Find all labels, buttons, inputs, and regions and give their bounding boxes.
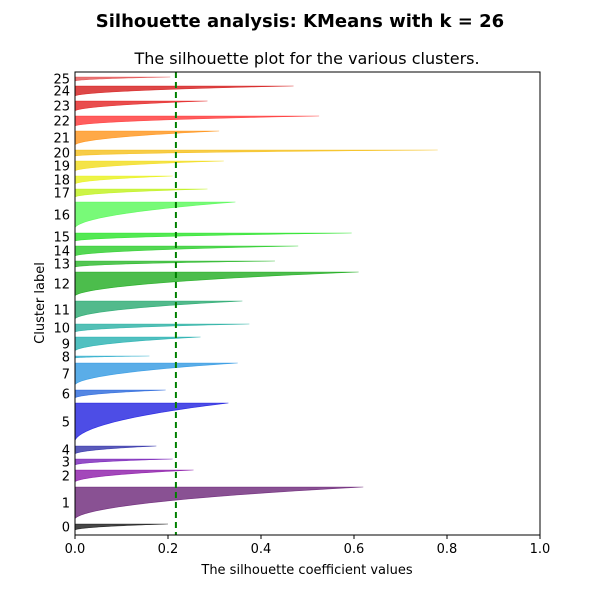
- cluster-silhouettes: [74, 76, 438, 531]
- cluster-22-silhouette: [74, 115, 320, 127]
- x-tick-label: 0.6: [344, 542, 365, 557]
- cluster-label-14: 14: [53, 245, 70, 260]
- cluster-label-23: 23: [53, 100, 70, 115]
- cluster-label-18: 18: [53, 174, 70, 189]
- x-axis-label: The silhouette coefficient values: [200, 563, 412, 578]
- cluster-12-silhouette: [74, 271, 359, 297]
- cluster-label-1: 1: [62, 497, 70, 512]
- cluster-15-silhouette: [74, 232, 352, 242]
- x-tick-label: 1.0: [530, 542, 551, 557]
- cluster-label-5: 5: [62, 416, 70, 431]
- cluster-label-13: 13: [53, 258, 70, 273]
- cluster-10-silhouette: [74, 323, 250, 333]
- cluster-16-silhouette: [74, 201, 236, 229]
- cluster-label-9: 9: [62, 338, 70, 353]
- x-tick-label: 0.8: [437, 542, 458, 557]
- cluster-0-silhouette: [74, 523, 169, 531]
- cluster-label-21: 21: [53, 132, 70, 147]
- cluster-3-silhouette: [74, 458, 173, 466]
- cluster-label-16: 16: [53, 209, 70, 224]
- chart-suptitle: Silhouette analysis: KMeans with k = 26: [96, 11, 504, 32]
- cluster-label-25: 25: [53, 73, 70, 88]
- y-axis-label: Cluster label: [33, 262, 48, 344]
- x-tick-label: 0.4: [251, 542, 272, 557]
- x-tick-label: 0.0: [65, 542, 86, 557]
- cluster-1-silhouette: [74, 486, 364, 520]
- cluster-label-22: 22: [53, 115, 70, 130]
- cluster-6-silhouette: [74, 389, 166, 399]
- x-tick-label: 0.2: [158, 542, 179, 557]
- cluster-2-silhouette: [74, 469, 194, 484]
- cluster-7-silhouette: [74, 362, 238, 386]
- cluster-4-silhouette: [74, 445, 157, 456]
- cluster-label-24: 24: [53, 85, 70, 100]
- cluster-label-8: 8: [62, 351, 70, 366]
- cluster-label-3: 3: [62, 456, 70, 471]
- cluster-5-silhouette: [74, 402, 229, 442]
- cluster-label-7: 7: [62, 368, 70, 383]
- cluster-label-2: 2: [62, 470, 70, 485]
- cluster-11-silhouette: [74, 300, 243, 321]
- cluster-label-12: 12: [53, 278, 70, 293]
- cluster-9-silhouette: [74, 336, 201, 352]
- cluster-label-20: 20: [53, 147, 70, 162]
- cluster-label-0: 0: [62, 521, 70, 536]
- cluster-25-silhouette: [74, 76, 171, 82]
- plot-frame: [74, 71, 541, 536]
- y-axis-ticks: 0123456789101112131415161718192021222324…: [53, 73, 70, 536]
- cluster-18-silhouette: [74, 175, 173, 185]
- x-axis-ticks: 0.0 0.2 0.4 0.6 0.8 1.0: [65, 535, 551, 557]
- cluster-24-silhouette: [74, 85, 294, 97]
- cluster-label-10: 10: [53, 322, 70, 337]
- cluster-label-17: 17: [53, 187, 70, 202]
- cluster-19-silhouette: [74, 160, 224, 172]
- cluster-13-silhouette: [74, 260, 275, 268]
- cluster-label-15: 15: [53, 231, 70, 246]
- chart-title: The silhouette plot for the various clus…: [133, 49, 479, 68]
- cluster-8-silhouette: [74, 355, 150, 359]
- cluster-label-19: 19: [53, 160, 70, 175]
- cluster-14-silhouette: [74, 245, 299, 257]
- cluster-21-silhouette: [74, 130, 220, 147]
- cluster-label-11: 11: [53, 304, 70, 319]
- cluster-label-4: 4: [62, 444, 70, 459]
- cluster-17-silhouette: [74, 188, 208, 198]
- cluster-label-6: 6: [62, 388, 70, 403]
